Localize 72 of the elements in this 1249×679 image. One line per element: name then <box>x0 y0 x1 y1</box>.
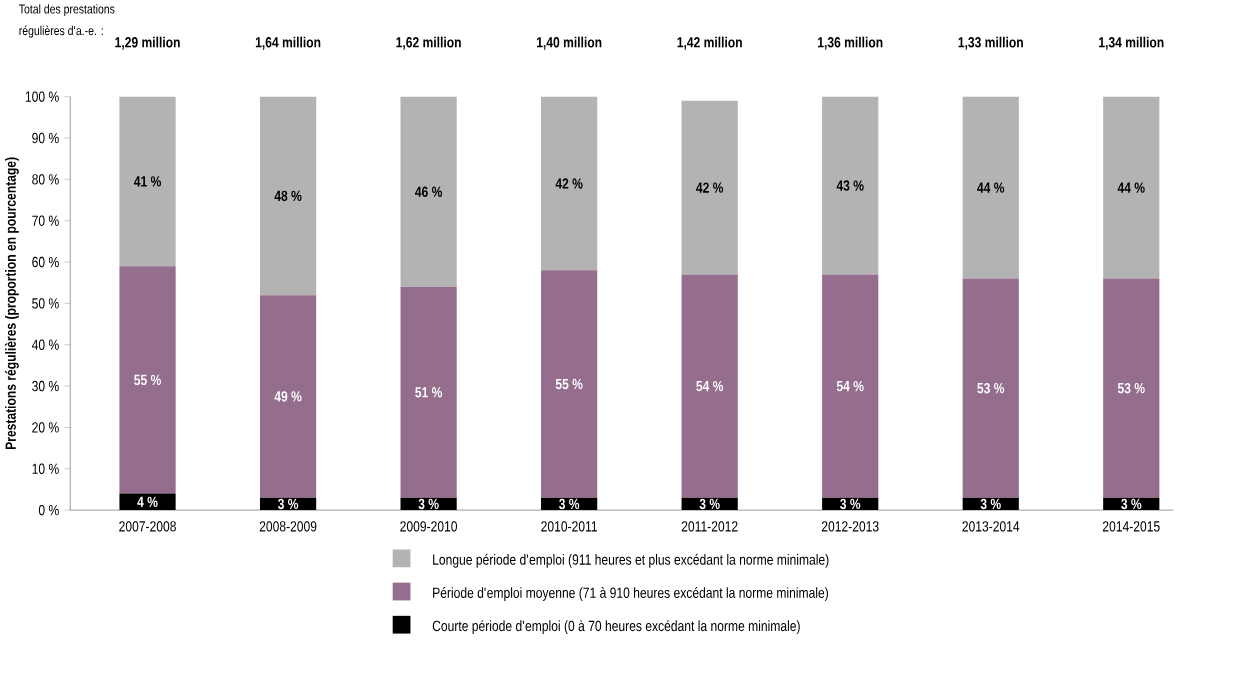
data-label: 42 % <box>696 182 724 193</box>
data-label: 53 % <box>977 383 1005 394</box>
data-label: 42 % <box>555 178 583 189</box>
y-tick-label: 70 % <box>32 215 59 227</box>
y-axis-title: Prestations régulières (proportion en pourcentage) <box>4 157 19 450</box>
bar <box>400 286 457 498</box>
text: 1,34 million <box>1099 36 1164 50</box>
bar <box>541 96 598 271</box>
y-tick-label: 20 % <box>32 422 59 433</box>
data-label: 3 % <box>559 498 580 510</box>
data-label: 48 % <box>274 190 302 202</box>
y-tick-label: 50 % <box>32 298 59 309</box>
bar <box>681 274 738 498</box>
x-tick-label: 2010-2011 <box>541 521 598 532</box>
x-tick-label: 2007-2008 <box>119 521 176 532</box>
x-tick-label: 2008-2009 <box>259 521 317 532</box>
data-label: 54 % <box>696 380 724 392</box>
text: Total des prestations régulières d'a.-e. : <box>19 4 115 38</box>
text: 1,62 million <box>396 36 461 50</box>
bar <box>1103 278 1160 498</box>
y-tick-label: 40 % <box>31 339 59 351</box>
bar <box>681 100 738 275</box>
data-label: 46 % <box>415 186 443 198</box>
data-label: 3 % <box>980 498 1001 510</box>
text: 1,29 million <box>115 36 180 50</box>
data-label: 44 % <box>977 182 1005 193</box>
x-tick-label: 2014-2015 <box>1102 521 1160 532</box>
bar <box>259 295 317 498</box>
text: 1,40 million <box>536 36 602 50</box>
bar <box>962 278 1019 498</box>
data-label: 49 % <box>274 391 302 402</box>
y-tick-label: 30 % <box>32 380 59 392</box>
data-label: 41 % <box>133 176 161 187</box>
bar <box>541 270 598 498</box>
data-label: 4 % <box>137 496 158 508</box>
text: 1,64 million <box>255 36 321 50</box>
text: 1,36 million <box>818 36 883 50</box>
bar <box>400 96 457 287</box>
bar <box>119 96 176 267</box>
bar <box>822 274 879 498</box>
data-label: 55 % <box>134 374 161 386</box>
data-label: 43 % <box>836 180 864 191</box>
legend-label: Courte période d'emploi (0 à 70 heures excédant la norme minimale) <box>432 620 800 635</box>
bar <box>822 96 879 275</box>
y-tick-label: 90 % <box>32 132 59 144</box>
x-tick-label: 2011-2012 <box>681 521 738 532</box>
data-label: 54 % <box>836 380 864 392</box>
data-label: 44 % <box>1117 182 1145 193</box>
y-tick-label: 80 % <box>32 174 59 185</box>
y-tick-label: 10 % <box>32 463 59 475</box>
x-tick-label: 2009-2010 <box>400 521 458 532</box>
legend-label: Période d'emploi moyenne (71 à 910 heures excédant la norme minimale) <box>433 587 828 601</box>
bar <box>259 96 317 296</box>
text: 1,42 million <box>677 36 742 50</box>
bar <box>119 266 176 494</box>
data-label: 3 % <box>840 498 861 510</box>
bar <box>962 96 1019 279</box>
data-label: 3 % <box>277 498 299 510</box>
legend-label: Longue période d'emploi (911 heures et plus excédant la norme minimale) <box>433 553 829 568</box>
x-tick-label: 2013-2014 <box>962 521 1020 532</box>
data-label: 3 % <box>418 498 439 510</box>
data-label: 53 % <box>1117 383 1145 394</box>
data-label: 55 % <box>555 378 583 390</box>
y-tick-label: 0 % <box>38 504 59 516</box>
y-tick-label: 100 % <box>25 91 59 102</box>
data-label: 51 % <box>415 387 443 398</box>
data-label: 3 % <box>1121 498 1142 510</box>
bar <box>1103 96 1160 279</box>
y-tick-label: 60 % <box>32 256 59 268</box>
x-tick-label: 2012-2013 <box>821 521 879 532</box>
text: 1,33 million <box>958 36 1023 50</box>
data-label: 3 % <box>699 498 720 510</box>
